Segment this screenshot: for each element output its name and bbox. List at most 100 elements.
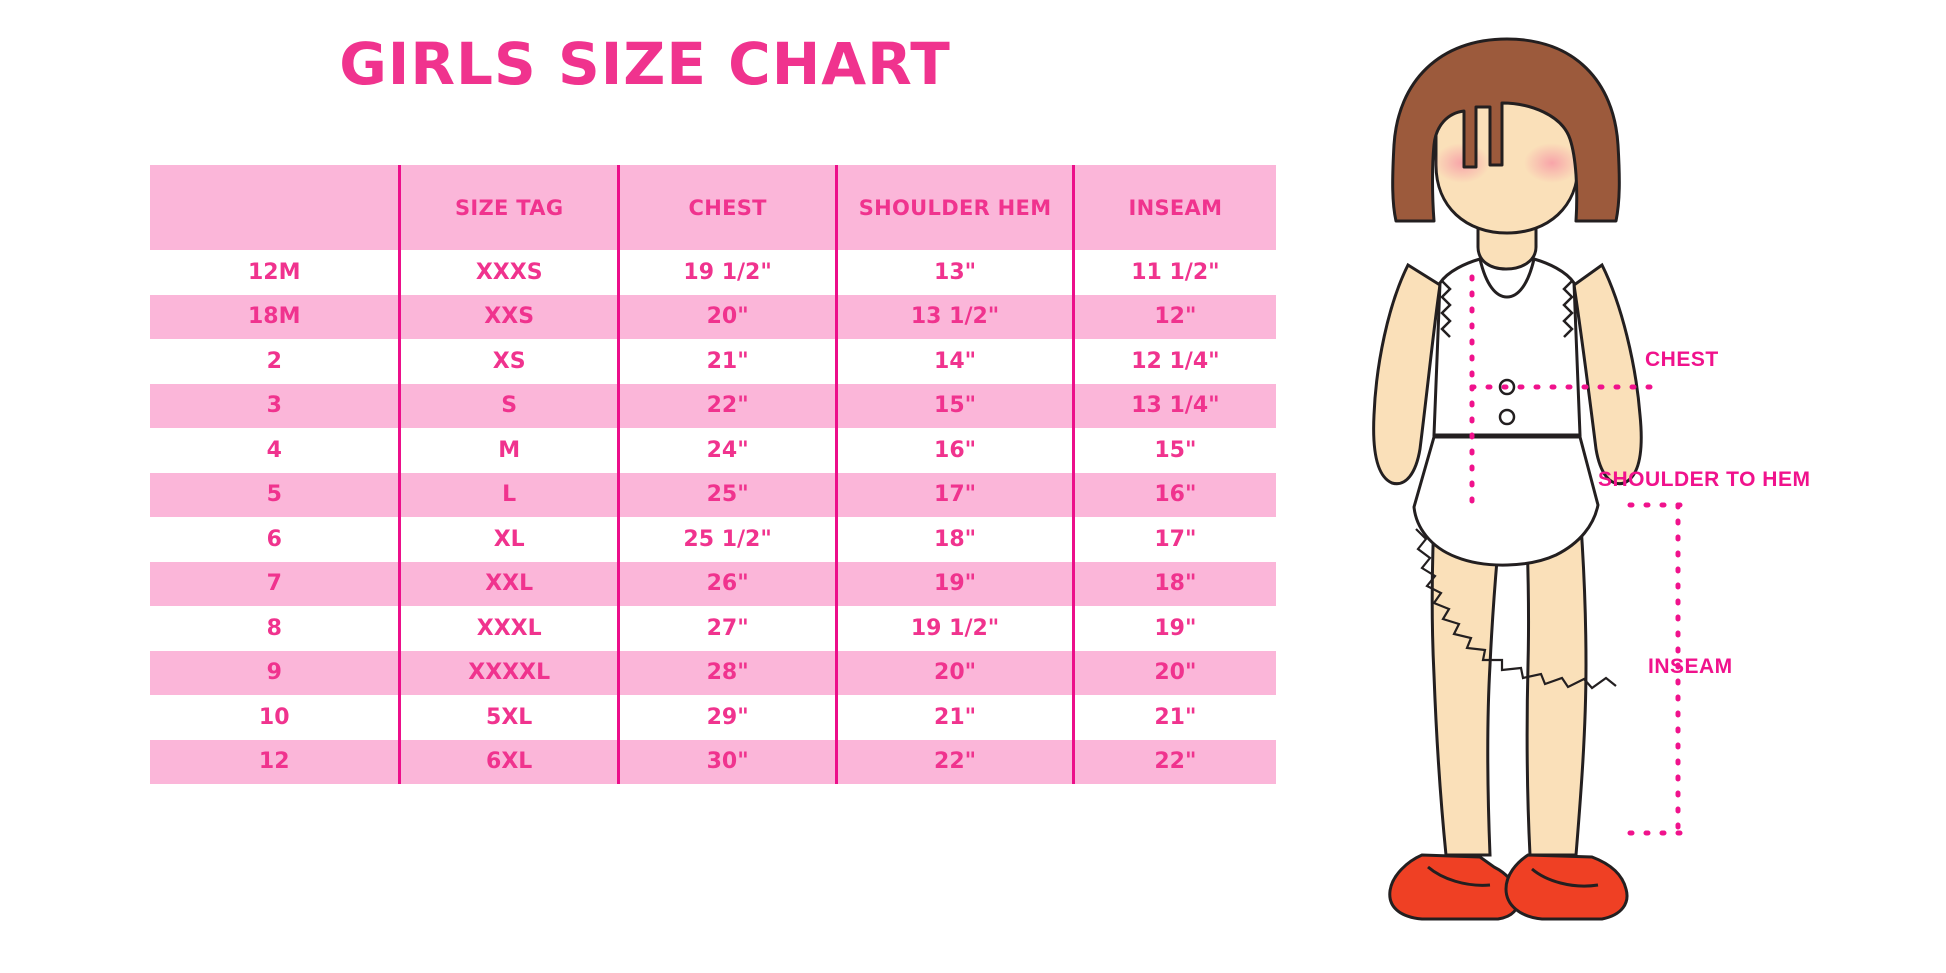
cell-size: 8 <box>150 606 400 651</box>
cell-size: 7 <box>150 561 400 606</box>
cell-size-tag: XXXS <box>398 250 619 295</box>
table-row: 8 XXXL 27" 19 1/2" 19" <box>150 606 1276 651</box>
cell-size: 2 <box>150 339 400 384</box>
cell-inseam: 12" <box>1071 294 1276 339</box>
cell-chest: 26" <box>616 561 837 606</box>
measure-label-chest: CHEST <box>1645 348 1719 371</box>
table-row: 10 5XL 29" 21" 21" <box>150 695 1276 740</box>
cell-inseam: 19" <box>1071 606 1276 651</box>
girl-model-illustration <box>1330 35 1946 955</box>
button-lower <box>1498 408 1516 426</box>
table-row: 12M XXXS 19 1/2" 13" 11 1/2" <box>150 250 1276 295</box>
figure-garment-group <box>1412 257 1617 690</box>
measure-label-inseam: INSEAM <box>1648 655 1733 678</box>
left-blush <box>1434 143 1490 183</box>
table-row: 5 L 25" 17" 16" <box>150 472 1276 517</box>
table-row: 4 M 24" 16" 15" <box>150 428 1276 473</box>
cell-chest: 30" <box>616 739 837 784</box>
table-row: 18M XXS 20" 13 1/2" 12" <box>150 294 1276 339</box>
right-arm <box>1572 262 1643 486</box>
cell-size-tag: XS <box>398 339 619 384</box>
cell-shoulder-hem: 20" <box>835 650 1074 695</box>
cell-size: 12M <box>150 250 400 295</box>
cell-size-tag: XXXXL <box>398 650 619 695</box>
cell-shoulder-hem: 19" <box>835 561 1074 606</box>
figure-arms-group <box>1372 262 1643 486</box>
hair <box>1391 37 1621 223</box>
cell-inseam: 20" <box>1071 650 1276 695</box>
cell-chest: 24" <box>616 428 837 473</box>
cell-size: 6 <box>150 517 400 562</box>
cell-chest: 27" <box>616 606 837 651</box>
cell-chest: 21" <box>616 339 837 384</box>
cell-chest: 25 1/2" <box>616 517 837 562</box>
page-title: GIRLS SIZE CHART <box>339 30 951 98</box>
measurement-guides-group <box>1469 274 1683 838</box>
cell-size: 12 <box>150 739 400 784</box>
left-shoe <box>1388 853 1520 921</box>
cell-size-tag: XXS <box>398 294 619 339</box>
cell-chest: 29" <box>616 695 837 740</box>
column-header-chest: CHEST <box>616 165 837 250</box>
top-garment <box>1432 257 1582 437</box>
right-shoe-strap <box>1531 867 1599 888</box>
right-strap-ruffle <box>1562 280 1574 338</box>
cell-shoulder-hem: 18" <box>835 517 1074 562</box>
table-row: 7 XXL 26" 19" 18" <box>150 561 1276 606</box>
cell-shoulder-hem: 22" <box>835 739 1074 784</box>
cell-shoulder-hem: 13 1/2" <box>835 294 1074 339</box>
column-header-shoulder-hem: SHOULDER HEM <box>835 165 1074 250</box>
cell-inseam: 16" <box>1071 472 1276 517</box>
table-row: 2 XS 21" 14" 12 1/4" <box>150 339 1276 384</box>
size-chart-table: SIZE TAG CHEST SHOULDER HEM INSEAM 12M XX… <box>150 165 1276 784</box>
cell-size: 5 <box>150 472 400 517</box>
table-row: 3 S 22" 15" 13 1/4" <box>150 383 1276 428</box>
right-blush <box>1524 143 1580 183</box>
right-shoe <box>1504 853 1629 921</box>
measure-label-shoulder-to-hem: SHOULDER TO HEM <box>1598 468 1811 491</box>
cell-chest: 19 1/2" <box>616 250 837 295</box>
cell-size-tag: 5XL <box>398 695 619 740</box>
cell-shoulder-hem: 21" <box>835 695 1074 740</box>
cell-chest: 22" <box>616 383 837 428</box>
cell-size-tag: L <box>398 472 619 517</box>
left-arm <box>1372 262 1442 486</box>
column-header-size-tag: SIZE TAG <box>398 165 619 250</box>
cell-shoulder-hem: 15" <box>835 383 1074 428</box>
cell-size: 3 <box>150 383 400 428</box>
cell-inseam: 11 1/2" <box>1071 250 1276 295</box>
left-shoe-strap <box>1427 865 1491 887</box>
cell-shoulder-hem: 19 1/2" <box>835 606 1074 651</box>
cell-size: 9 <box>150 650 400 695</box>
table-row: 6 XL 25 1/2" 18" 17" <box>150 517 1276 562</box>
table-row: 9 XXXXL 28" 20" 20" <box>150 650 1276 695</box>
cell-size-tag: 6XL <box>398 739 619 784</box>
cell-size: 18M <box>150 294 400 339</box>
left-strap-ruffle <box>1440 280 1452 338</box>
cell-shoulder-hem: 13" <box>835 250 1074 295</box>
cell-shoulder-hem: 14" <box>835 339 1074 384</box>
figure-shoes-group <box>1388 853 1629 921</box>
cell-size-tag: M <box>398 428 619 473</box>
table-header-row: SIZE TAG CHEST SHOULDER HEM INSEAM <box>150 165 1276 250</box>
cell-shoulder-hem: 16" <box>835 428 1074 473</box>
cell-inseam: 18" <box>1071 561 1276 606</box>
table-row: 12 6XL 30" 22" 22" <box>150 739 1276 784</box>
cell-inseam: 22" <box>1071 739 1276 784</box>
cell-inseam: 17" <box>1071 517 1276 562</box>
skirt <box>1412 435 1600 567</box>
cell-size-tag: XL <box>398 517 619 562</box>
cell-chest: 28" <box>616 650 837 695</box>
figure-head-group <box>1391 37 1621 271</box>
cell-inseam: 21" <box>1071 695 1276 740</box>
cell-size-tag: S <box>398 383 619 428</box>
cell-inseam: 13 1/4" <box>1071 383 1276 428</box>
cell-chest: 20" <box>616 294 837 339</box>
column-header-inseam: INSEAM <box>1071 165 1276 250</box>
cell-shoulder-hem: 17" <box>835 472 1074 517</box>
cell-inseam: 12 1/4" <box>1071 339 1276 384</box>
skirt-ruffle-hem <box>1415 528 1617 690</box>
cell-chest: 25" <box>616 472 837 517</box>
column-header-size <box>150 165 400 250</box>
cell-size: 10 <box>150 695 400 740</box>
